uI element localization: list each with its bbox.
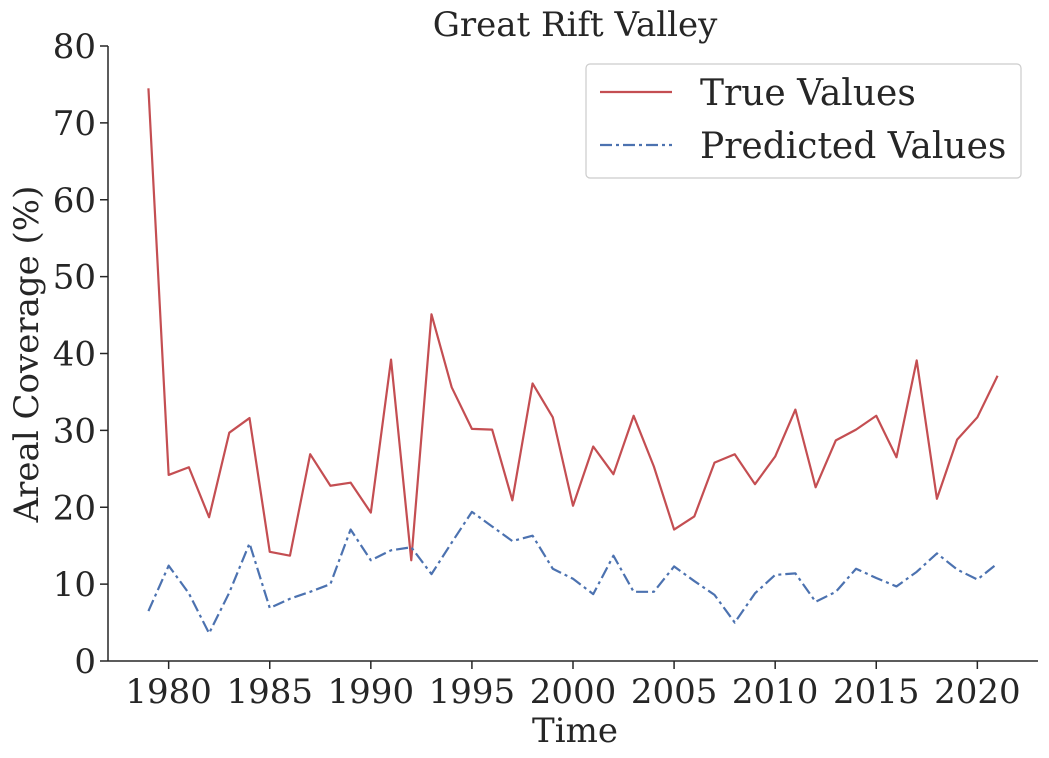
y-tick-label: 40 <box>53 335 96 375</box>
x-tick-label: 2005 <box>631 672 718 712</box>
x-tick-label: 2000 <box>530 672 617 712</box>
x-tick-label: 1995 <box>429 672 516 712</box>
chart-title: Great Rift Valley <box>433 5 718 45</box>
x-tick-label: 1985 <box>226 672 313 712</box>
y-tick-label: 80 <box>53 27 96 67</box>
plot-area <box>147 88 999 635</box>
y-tick-label: 50 <box>53 258 96 298</box>
legend-label: True Values <box>700 73 916 114</box>
x-tick-label: 1980 <box>125 672 212 712</box>
x-tick-label: 2010 <box>732 672 819 712</box>
y-axis-label: Areal Coverage (%) <box>7 186 47 524</box>
series-line-true-values <box>147 88 999 562</box>
legend-label: Predicted Values <box>700 126 1006 167</box>
y-tick-label: 20 <box>53 488 96 528</box>
y-tick-label: 30 <box>53 411 96 451</box>
x-tick-label: 1990 <box>328 672 415 712</box>
x-tick-label: 2015 <box>833 672 920 712</box>
y-tick-label: 70 <box>53 104 96 144</box>
legend-box <box>585 63 1022 179</box>
series-line-predicted-values <box>147 510 999 635</box>
y-axis: 0 10 20 30 40 50 60 70 80 <box>53 27 109 682</box>
y-tick-label: 10 <box>53 565 96 605</box>
x-axis-label: Time <box>532 711 618 751</box>
y-tick-label: 60 <box>53 181 96 221</box>
x-axis: 1980 1985 1990 1995 2000 2005 2010 2015 2020 <box>108 660 1038 712</box>
x-tick-label: 2020 <box>934 672 1021 712</box>
y-tick-label: 0 <box>74 642 96 682</box>
legend: True Values Predicted Values <box>585 63 1022 179</box>
